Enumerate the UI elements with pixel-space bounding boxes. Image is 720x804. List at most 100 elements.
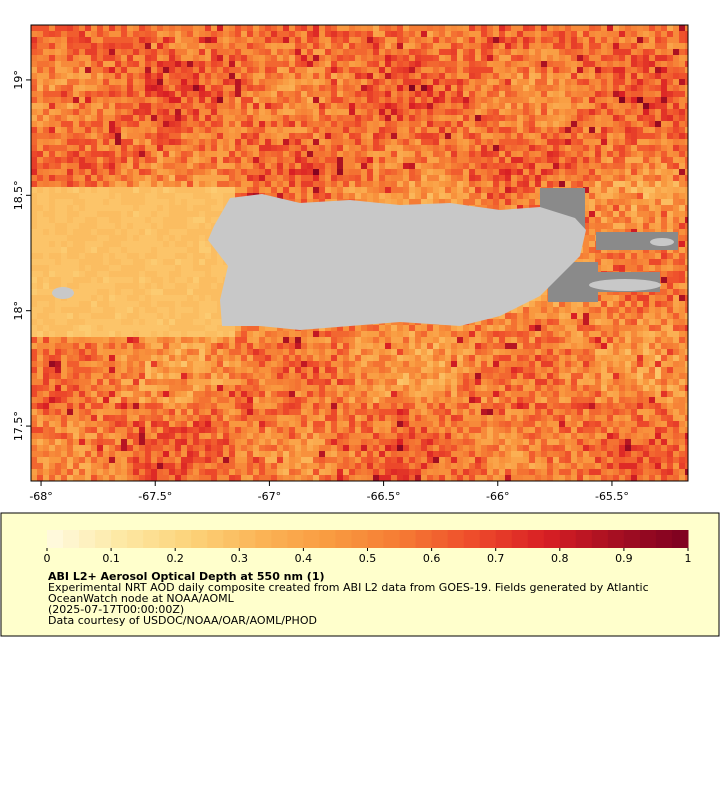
- raster-cell: [577, 151, 583, 157]
- raster-cell: [553, 151, 559, 157]
- raster-cell: [163, 277, 169, 283]
- raster-cell: [643, 67, 649, 73]
- raster-cell: [151, 61, 157, 67]
- raster-cell: [277, 97, 283, 103]
- raster-cell: [91, 229, 97, 235]
- raster-cell: [199, 181, 205, 187]
- raster-cell: [109, 169, 115, 175]
- raster-cell: [67, 91, 73, 97]
- raster-cell: [337, 157, 343, 163]
- raster-cell: [637, 133, 643, 139]
- raster-cell: [511, 103, 517, 109]
- raster-cell: [175, 145, 181, 151]
- raster-cell: [607, 199, 613, 205]
- raster-cell: [37, 139, 43, 145]
- raster-cell: [337, 103, 343, 109]
- raster-cell: [307, 133, 313, 139]
- raster-cell: [451, 61, 457, 67]
- raster-cell: [451, 169, 457, 175]
- raster-cell: [85, 145, 91, 151]
- raster-cell: [601, 163, 607, 169]
- raster-cell: [415, 181, 421, 187]
- raster-cell: [661, 187, 667, 193]
- raster-cell: [37, 151, 43, 157]
- raster-cell: [145, 55, 151, 61]
- raster-cell: [91, 265, 97, 271]
- raster-cell: [643, 49, 649, 55]
- raster-cell: [499, 55, 505, 61]
- raster-cell: [163, 55, 169, 61]
- raster-cell: [319, 169, 325, 175]
- raster-cell: [529, 103, 535, 109]
- raster-cell: [187, 187, 193, 193]
- raster-cell: [391, 97, 397, 103]
- raster-cell: [265, 85, 271, 91]
- raster-cell: [169, 121, 175, 127]
- raster-cell: [439, 97, 445, 103]
- raster-cell: [181, 259, 187, 265]
- raster-cell: [553, 145, 559, 151]
- raster-cell: [451, 145, 457, 151]
- raster-cell: [97, 55, 103, 61]
- raster-cell: [103, 205, 109, 211]
- raster-cell: [541, 91, 547, 97]
- raster-cell: [127, 181, 133, 187]
- raster-cell: [145, 223, 151, 229]
- raster-cell: [625, 115, 631, 121]
- raster-cell: [187, 85, 193, 91]
- raster-cell: [127, 103, 133, 109]
- raster-cell: [469, 37, 475, 43]
- raster-cell: [595, 55, 601, 61]
- raster-cell: [271, 175, 277, 181]
- raster-cell: [487, 145, 493, 151]
- raster-cell: [517, 145, 523, 151]
- raster-cell: [343, 133, 349, 139]
- raster-cell: [685, 163, 688, 169]
- raster-cell: [307, 139, 313, 145]
- raster-cell: [433, 181, 439, 187]
- raster-cell: [595, 151, 601, 157]
- raster-cell: [679, 241, 685, 247]
- raster-cell: [553, 157, 559, 163]
- raster-cell: [187, 145, 193, 151]
- raster-cell: [205, 61, 211, 67]
- raster-cell: [91, 253, 97, 259]
- raster-cell: [307, 199, 313, 205]
- raster-cell: [559, 169, 565, 175]
- raster-cell: [73, 295, 79, 301]
- raster-cell: [217, 25, 223, 31]
- raster-cell: [589, 139, 595, 145]
- raster-cell: [679, 43, 685, 49]
- raster-cell: [517, 85, 523, 91]
- raster-cell: [637, 217, 643, 223]
- raster-cell: [493, 67, 499, 73]
- raster-cell: [151, 253, 157, 259]
- raster-cell: [217, 169, 223, 175]
- raster-cell: [85, 241, 91, 247]
- raster-cell: [163, 157, 169, 163]
- raster-cell: [415, 175, 421, 181]
- raster-cell: [619, 97, 625, 103]
- raster-cell: [667, 121, 673, 127]
- raster-cell: [559, 175, 565, 181]
- raster-cell: [403, 79, 409, 85]
- raster-cell: [133, 37, 139, 43]
- raster-cell: [133, 109, 139, 115]
- raster-cell: [637, 169, 643, 175]
- raster-cell: [241, 37, 247, 43]
- raster-cell: [187, 67, 193, 73]
- raster-cell: [109, 259, 115, 265]
- raster-cell: [655, 49, 661, 55]
- raster-cell: [391, 49, 397, 55]
- raster-cell: [325, 175, 331, 181]
- raster-cell: [607, 91, 613, 97]
- raster-cell: [163, 295, 169, 301]
- raster-cell: [607, 115, 613, 121]
- raster-cell: [607, 49, 613, 55]
- raster-cell: [619, 55, 625, 61]
- raster-cell: [337, 163, 343, 169]
- raster-cell: [67, 259, 73, 265]
- raster-cell: [475, 49, 481, 55]
- raster-cell: [667, 193, 673, 199]
- raster-cell: [679, 259, 685, 265]
